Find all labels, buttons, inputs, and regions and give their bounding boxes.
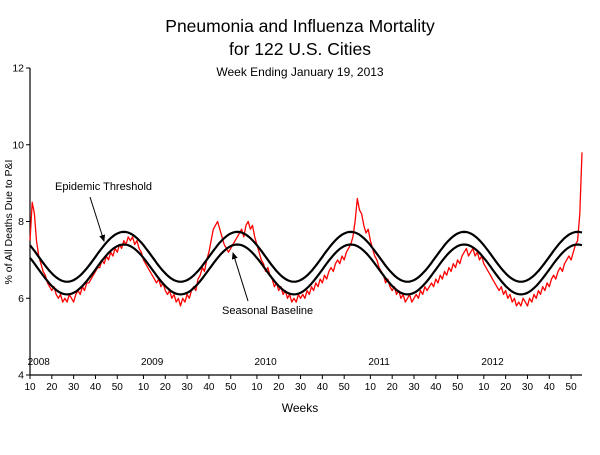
x-tick-label: 10: [478, 382, 490, 393]
y-tick-label: 6: [18, 293, 24, 305]
x-tick-label: 40: [203, 382, 215, 393]
chart-title-line3: Week Ending January 19, 2013: [216, 65, 384, 79]
x-tick-label: 50: [225, 382, 237, 393]
x-tick-label: 50: [112, 382, 124, 393]
x-tick-label: 30: [68, 382, 80, 393]
observed-line: [29, 152, 583, 307]
seasonal-baseline-annotation: Seasonal Baseline: [222, 305, 313, 317]
x-tick-label: 20: [160, 382, 172, 393]
x-tick-label: 10: [138, 382, 150, 393]
x-tick-label: 10: [365, 382, 377, 393]
year-label: 2011: [368, 357, 390, 368]
x-tick-label: 50: [339, 382, 351, 393]
chart-title-line1: Pneumonia and Influenza Mortality: [165, 16, 435, 36]
epidemic-threshold-curve: [29, 230, 583, 283]
x-tick-label: 40: [90, 382, 102, 393]
y-tick-label: 10: [12, 139, 24, 151]
x-tick-label: 30: [408, 382, 420, 393]
chart-title-line2: for 122 U.S. Cities: [229, 39, 371, 59]
year-label: 2010: [255, 357, 278, 368]
y-tick-label: 4: [18, 370, 24, 382]
seasonal-baseline-arrow: [231, 252, 249, 302]
year-label: 2008: [28, 357, 51, 368]
y-tick-label: 12: [12, 63, 24, 75]
seasonal-baseline-curve: [29, 243, 583, 296]
x-tick-label: 20: [46, 382, 58, 393]
y-axis-title: % of All Deaths Due to P&I: [3, 160, 15, 285]
x-tick-label: 30: [295, 382, 307, 393]
year-label: 2009: [141, 357, 164, 368]
x-tick-label: 10: [24, 382, 36, 393]
x-tick-label: 20: [387, 382, 399, 393]
x-tick-label: 20: [273, 382, 285, 393]
x-tick-label: 40: [430, 382, 442, 393]
x-tick-label: 10: [251, 382, 263, 393]
year-label: 2012: [481, 357, 504, 368]
epidemic-threshold-arrow: [89, 196, 106, 242]
epidemic-threshold-annotation: Epidemic Threshold: [55, 181, 152, 193]
x-tick-label: 30: [182, 382, 194, 393]
x-tick-label: 40: [544, 382, 556, 393]
y-tick-label: 8: [18, 216, 24, 228]
x-tick-label: 50: [566, 382, 578, 393]
x-tick-label: 30: [522, 382, 534, 393]
x-axis-title: Weeks: [282, 401, 318, 415]
x-tick-label: 20: [500, 382, 512, 393]
x-tick-label: 50: [452, 382, 464, 393]
x-tick-label: 40: [317, 382, 329, 393]
